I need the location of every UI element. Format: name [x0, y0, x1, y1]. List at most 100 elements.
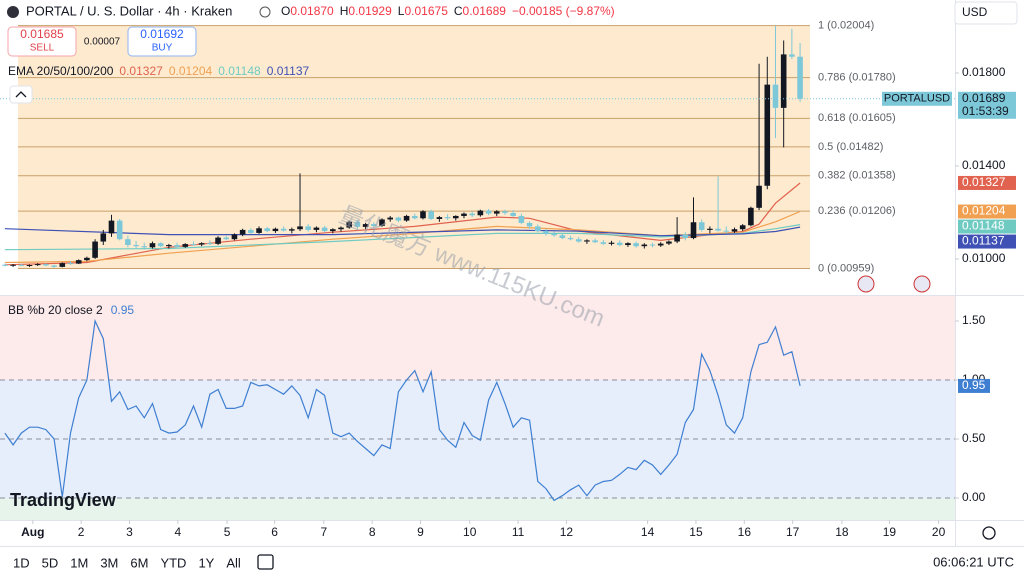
range-button[interactable]: YTD	[160, 555, 186, 570]
candle-body	[231, 234, 238, 240]
candle-body	[223, 237, 230, 240]
candle-body	[207, 243, 213, 245]
ema-tag	[958, 204, 1016, 219]
ema-tag	[958, 175, 1016, 190]
y-tick-label: 0.00	[962, 490, 986, 504]
symbol-title[interactable]: PORTAL / U. S. Dollar · 4h · Kraken	[26, 3, 232, 18]
ema-legend-value: 0.01327	[119, 64, 163, 78]
price-tag-value: 0.01689	[962, 91, 1006, 105]
candle-body	[387, 217, 393, 220]
candle-body	[157, 243, 164, 247]
ema-line	[4, 210, 801, 264]
candle-body	[625, 243, 631, 246]
fib-label: 0.236 (0.01206)	[818, 205, 896, 217]
candle-body	[772, 84, 779, 108]
ema-line	[4, 226, 801, 237]
candle-body	[141, 246, 148, 248]
x-tick-label: 19	[883, 525, 897, 539]
candle-body	[682, 234, 689, 239]
y-tick-label: 1.50	[962, 313, 986, 327]
candle-body	[125, 239, 131, 246]
candle-body	[485, 210, 492, 214]
event-flag[interactable]	[913, 275, 931, 293]
clock[interactable]: 06:06:21 UTC	[933, 554, 1014, 569]
candle-body	[10, 264, 16, 266]
candle-body	[264, 228, 271, 232]
candle-body	[371, 224, 377, 226]
candle-body	[100, 233, 107, 242]
ohlc-value: 0.01675	[404, 4, 448, 18]
candle-body	[379, 219, 385, 226]
ohlc-value: 0.01870	[290, 4, 334, 18]
range-button[interactable]: 3M	[100, 555, 118, 570]
event-flag[interactable]	[857, 275, 875, 293]
x-tick-label: 12	[560, 525, 574, 539]
range-button[interactable]: 1M	[70, 555, 88, 570]
sell-button[interactable]	[7, 26, 77, 57]
range-button[interactable]: 6M	[130, 555, 148, 570]
range-button[interactable]: 1Y	[198, 555, 214, 570]
calendar-icon[interactable]	[257, 554, 274, 570]
candle-body	[543, 231, 549, 234]
x-tick-label: 18	[835, 525, 849, 539]
candle-body	[239, 229, 246, 235]
candle-body	[51, 265, 57, 267]
candle-body	[600, 242, 607, 244]
sell-price[interactable]: 0.01685	[20, 27, 64, 41]
settings-icon[interactable]	[982, 526, 996, 540]
fib-label: 0.786 (0.01780)	[818, 72, 896, 84]
visibility-icon[interactable]	[259, 6, 271, 18]
collapse-icon[interactable]	[15, 91, 27, 98]
candle-body	[420, 211, 426, 219]
fib-label: 0.5 (0.01482)	[818, 141, 883, 153]
price-tag-countdown: 01:53:39	[962, 104, 1009, 118]
ohlc-label: H	[340, 4, 349, 18]
candle-body	[330, 229, 336, 232]
currency-label[interactable]: USD	[962, 5, 988, 19]
candle-body	[198, 243, 205, 245]
buy-button[interactable]	[127, 26, 197, 57]
candle-body	[493, 211, 500, 214]
indicator-value: 0.95	[111, 303, 135, 317]
candle-body	[567, 238, 574, 240]
candle-body	[59, 263, 66, 267]
candle-body	[354, 221, 361, 227]
candle-body	[723, 230, 730, 232]
candle-body	[748, 207, 754, 226]
candle-body	[690, 222, 697, 239]
fib-label: 0.618 (0.01605)	[818, 112, 896, 124]
candle-body	[444, 217, 451, 219]
fib-label: 1 (0.02004)	[818, 19, 874, 31]
buy-price[interactable]: 0.01692	[140, 27, 184, 41]
candle-body	[559, 235, 566, 239]
candle-body	[108, 220, 115, 234]
bb-tag	[958, 378, 990, 393]
candle-body	[428, 211, 434, 219]
candle-body	[338, 227, 344, 230]
ema-tag	[958, 219, 1016, 234]
candle-body	[608, 242, 615, 244]
candle-body	[166, 245, 172, 247]
ohlc-label: C	[454, 4, 463, 18]
candle-body	[592, 240, 598, 243]
x-tick-label: 4	[175, 525, 182, 539]
indicator-legend: BB %b 20 close 2 0.95	[8, 303, 134, 317]
x-tick-label: 9	[417, 525, 424, 539]
range-button[interactable]: 1D	[13, 555, 30, 570]
candle-body	[34, 264, 41, 266]
candle-body	[256, 228, 262, 233]
candle-body	[84, 257, 90, 261]
collapse-button[interactable]	[9, 85, 33, 104]
buy-label[interactable]: BUY	[152, 43, 173, 54]
range-button[interactable]: 5D	[42, 555, 59, 570]
candle-body	[436, 217, 443, 219]
ema-tag-value: 0.01148	[962, 219, 1005, 233]
currency-button[interactable]	[954, 1, 1018, 25]
x-tick-label: 20	[932, 525, 946, 539]
candle-body	[313, 227, 320, 230]
range-button[interactable]: All	[226, 555, 241, 570]
candle-body	[469, 213, 475, 216]
sell-label[interactable]: SELL	[30, 43, 55, 54]
ema-tag-value: 0.01204	[962, 204, 1006, 218]
fib-label: 0 (0.00959)	[818, 262, 874, 274]
